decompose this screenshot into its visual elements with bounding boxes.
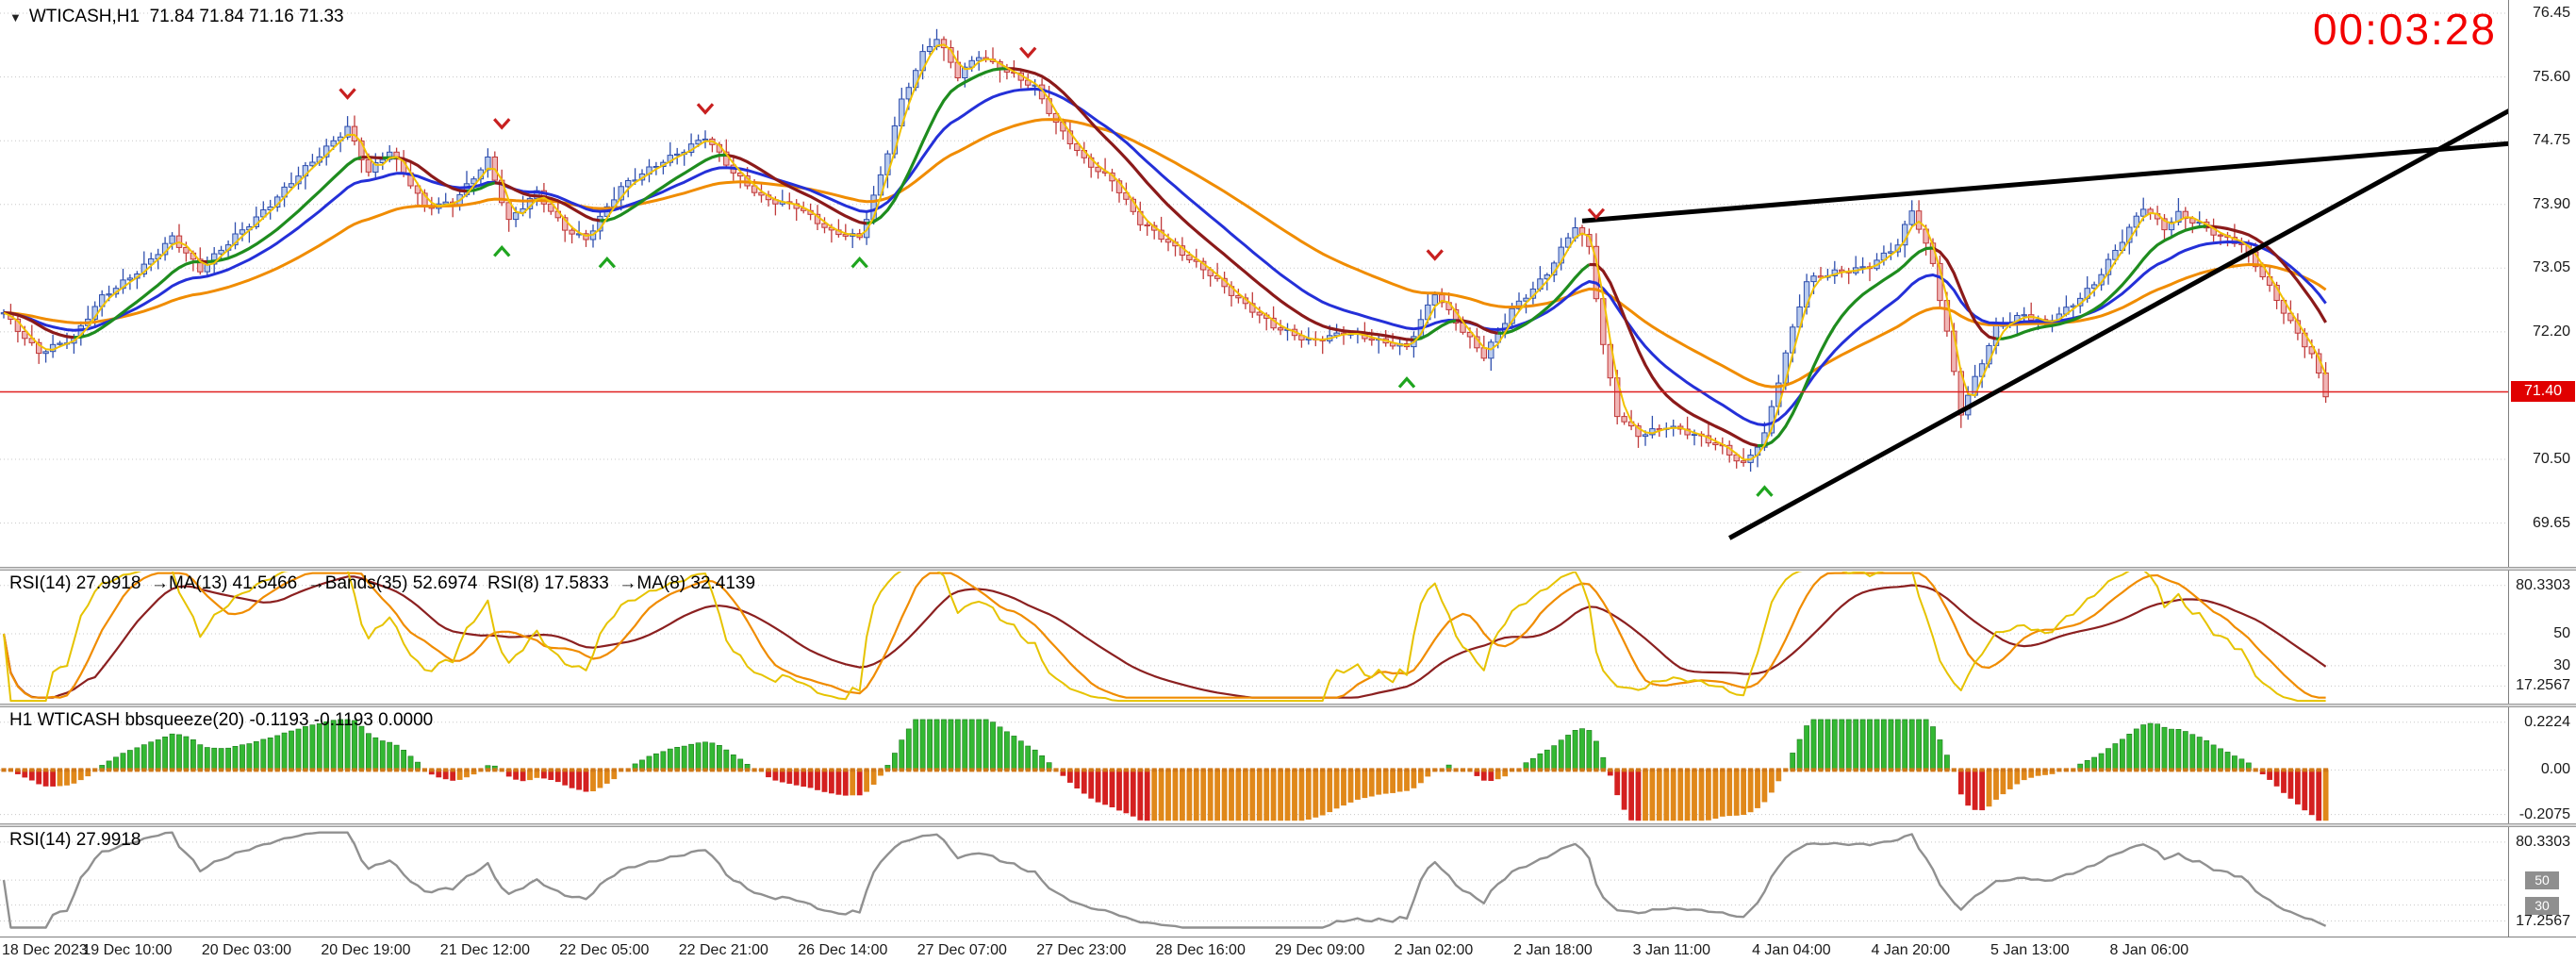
symbol-ohlc-text: WTICASH,H1 71.84 71.84 71.16 71.33 — [28, 7, 344, 26]
time-tick-label: 3 Jan 11:00 — [1632, 942, 1711, 958]
axis-tick-label: 73.90 — [2532, 195, 2570, 212]
axis-tick-label: 17.2567 — [2516, 912, 2570, 929]
time-tick-label: 27 Dec 07:00 — [916, 942, 1007, 958]
time-tick-label: 28 Dec 16:00 — [1155, 942, 1246, 958]
time-axis[interactable]: 18 Dec 2023 19 Dec 10:00 20 Dec 03:00 20 De… — [0, 937, 2576, 962]
time-tick-label: 4 Jan 04:00 — [1752, 942, 1831, 958]
time-tick-label: 20 Dec 03:00 — [201, 942, 292, 958]
axis-tick-label: 72.20 — [2532, 323, 2570, 340]
level-badge: 50 — [2525, 871, 2559, 890]
axis-tick-label: 73.05 — [2532, 259, 2570, 276]
rsi2-panel-plot — [0, 831, 2508, 929]
level-badge: 30 — [2525, 896, 2559, 915]
rsi-panel-plot — [0, 572, 2508, 703]
axis-tick-label: -0.2075 — [2518, 805, 2570, 822]
time-tick-label: 2 Jan 18:00 — [1513, 942, 1593, 958]
chart-marker-icon: ▼ — [9, 9, 22, 25]
axis-tick-label: 70.50 — [2532, 451, 2570, 468]
time-tick-label: 4 Jan 20:00 — [1871, 942, 1951, 958]
time-tick-label: 22 Dec 05:00 — [559, 942, 650, 958]
time-tick-label: 29 Dec 09:00 — [1275, 942, 1365, 958]
time-tick-label: 26 Dec 14:00 — [798, 942, 888, 958]
moving-average-lines — [3, 43, 2327, 461]
axis-tick-label: 30 — [2553, 656, 2570, 673]
signal-arrows — [339, 46, 1774, 497]
time-tick-label: 8 Jan 06:00 — [2109, 942, 2189, 958]
time-tick-label: 2 Jan 02:00 — [1394, 942, 1474, 958]
time-tick-label: 20 Dec 19:00 — [321, 942, 411, 958]
axis-tick-label: 76.45 — [2532, 5, 2570, 21]
panel-separator[interactable] — [0, 823, 2576, 827]
axis-tick-label: 80.3303 — [2516, 576, 2570, 593]
axis-tick-label: 69.65 — [2532, 514, 2570, 531]
axis-tick-label: 0.00 — [2540, 761, 2570, 778]
rsi2-panel-label: RSI(14) 27.9918 — [9, 830, 141, 850]
candle-countdown-timer: 00:03:28 — [2312, 5, 2497, 54]
rsi-panel-label: RSI(14) 27.9918 →MA(13) 41.5466 →Bands(3… — [9, 573, 756, 593]
panel-separator[interactable] — [0, 567, 2576, 571]
axis-tick-label: 17.2567 — [2516, 677, 2570, 694]
axis-tick-label: 0.2224 — [2524, 713, 2570, 730]
current-price-badge: 71.40 — [2511, 381, 2575, 403]
main-gridlines — [0, 12, 2508, 524]
axis-tick-label: 50 — [2553, 625, 2570, 642]
axis-tick-label: 74.75 — [2532, 132, 2570, 149]
time-tick-label: 27 Dec 23:00 — [1036, 942, 1127, 958]
squeeze-panel-label: H1 WTICASH bbsqueeze(20) -0.1193 -0.1193… — [9, 710, 434, 730]
squeeze-panel-plot — [0, 719, 2508, 821]
symbol-ohlc-line: ▼ WTICASH,H1 71.84 71.84 71.16 71.33 — [9, 7, 344, 27]
axis-tick-label: 75.60 — [2532, 68, 2570, 85]
time-tick-label: 21 Dec 12:00 — [439, 942, 530, 958]
time-tick-label: 22 Dec 21:00 — [678, 942, 768, 958]
panel-separator[interactable] — [0, 704, 2576, 707]
axis-tick-label: 80.3303 — [2516, 833, 2570, 850]
price-axis[interactable]: 76.45 75.60 74.75 73.90 73.05 72.20 70.50 69.65… — [2508, 0, 2576, 937]
time-tick-label: 19 Dec 10:00 — [82, 942, 173, 958]
time-tick-label: 18 Dec 2023 — [2, 942, 88, 958]
trend-lines[interactable] — [1581, 92, 2543, 540]
time-tick-label: 5 Jan 13:00 — [1990, 942, 2070, 958]
